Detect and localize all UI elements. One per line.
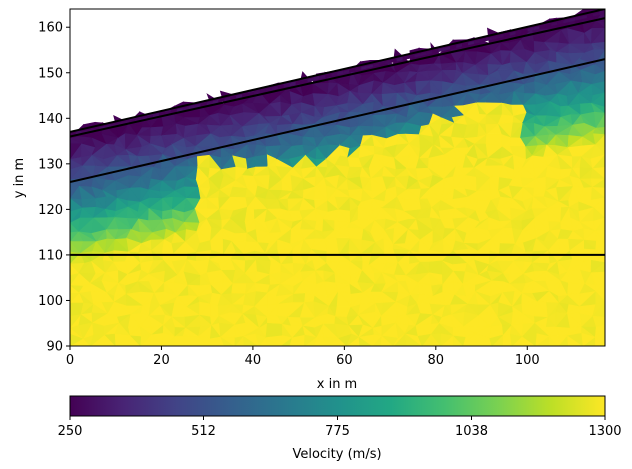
plot-frame xyxy=(69,8,606,347)
y-tick-label: 130 xyxy=(38,157,63,172)
x-tick-label: 40 xyxy=(245,353,262,368)
colorbar-tick-label: 512 xyxy=(191,424,216,439)
y-tick-label: 90 xyxy=(46,340,63,355)
x-axis-label: x in m xyxy=(317,377,357,392)
x-axis-ticks: 0 20 40 60 80 100 xyxy=(66,346,540,368)
y-tick-label: 120 xyxy=(38,203,63,218)
velocity-mesh xyxy=(70,9,605,346)
x-tick-label: 20 xyxy=(153,353,170,368)
x-tick-label: 80 xyxy=(428,353,445,368)
colorbar-tick-label: 1300 xyxy=(588,424,621,439)
x-tick-label: 0 xyxy=(66,353,74,368)
boundary-line xyxy=(70,17,605,138)
mesh-cell xyxy=(598,11,605,16)
colorbar-tick-label: 250 xyxy=(58,424,83,439)
layer-boundaries xyxy=(70,9,605,256)
surface-line xyxy=(70,9,605,133)
y-tick-label: 140 xyxy=(38,112,63,127)
colorbar xyxy=(69,395,606,417)
colorbar-label: Velocity (m/s) xyxy=(292,447,381,462)
y-axis-label: y in m xyxy=(12,158,27,198)
y-tick-label: 100 xyxy=(38,294,63,309)
colorbar-ticks: 250 512 775 1038 1300 xyxy=(58,416,622,439)
y-axis-ticks: 90 100 110 120 130 140 150 160 xyxy=(38,21,70,355)
y-tick-label: 160 xyxy=(38,21,63,36)
y-tick-label: 110 xyxy=(38,248,63,263)
colorbar-tick-label: 1038 xyxy=(455,424,488,439)
y-tick-label: 150 xyxy=(38,66,63,81)
colorbar-tick-label: 775 xyxy=(325,424,350,439)
x-tick-label: 60 xyxy=(336,353,353,368)
x-tick-label: 100 xyxy=(515,353,540,368)
boundary-line xyxy=(70,58,605,184)
